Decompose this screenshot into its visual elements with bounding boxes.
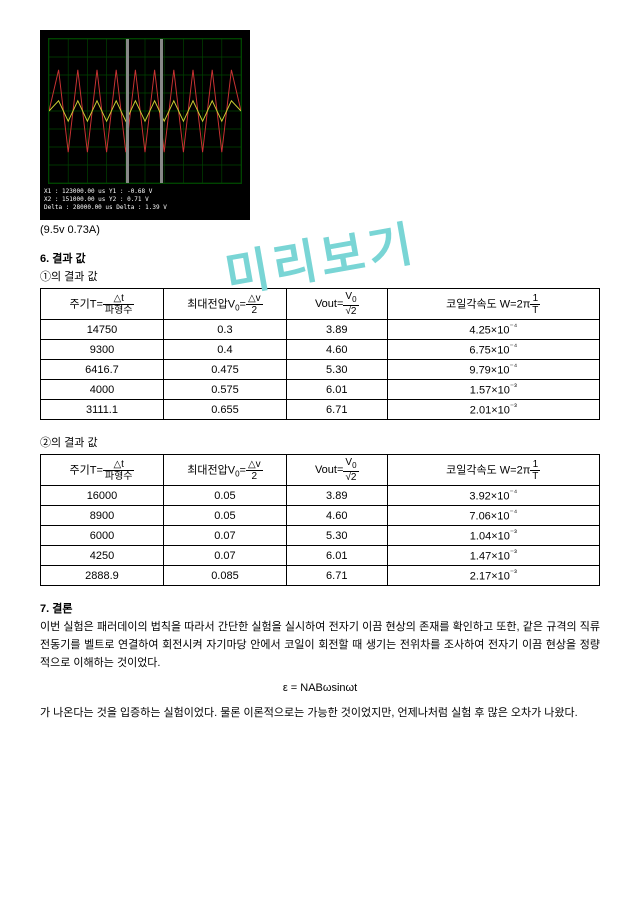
table-cell: 8900 [41, 506, 164, 526]
table-row: 40000.5756.011.57×10⁻³ [41, 380, 600, 400]
oscilloscope-screenshot: X1 : 123000.00 us Y1 : -0.68 V X2 : 1510… [40, 30, 250, 220]
table-cell: 0.3 [163, 320, 286, 340]
results-table-2: 주기T=△t파형수 최대전압V0=△v2 Vout=V0√2 코일각속도 W=2… [40, 454, 600, 586]
table-cell: 1.04×10⁻³ [387, 526, 599, 546]
th-period: 주기T=△t파형수 [41, 289, 164, 320]
table-cell: 16000 [41, 486, 164, 506]
table-cell: 0.655 [163, 400, 286, 420]
table-cell: 6.01 [286, 546, 387, 566]
table-row: 60000.075.301.04×10⁻³ [41, 526, 600, 546]
results-table-1: 주기T=△t파형수 최대전압V0=△v2 Vout=V0√2 코일각속도 W=2… [40, 288, 600, 420]
table-cell: 6.75×10⁻⁴ [387, 340, 599, 360]
cursor-2 [160, 39, 163, 183]
table-cell: 0.07 [163, 546, 286, 566]
table-cell: 9300 [41, 340, 164, 360]
conclusion-equation: ε = NABωsinωt [40, 682, 600, 694]
table-cell: 14750 [41, 320, 164, 340]
th-vout: Vout=V0√2 [286, 455, 387, 486]
cursor-1 [126, 39, 129, 183]
table-row: 93000.44.606.75×10⁻⁴ [41, 340, 600, 360]
section7-title: 7. 결론 [40, 600, 600, 616]
table-cell: 4250 [41, 546, 164, 566]
table-cell: 2.01×10⁻³ [387, 400, 599, 420]
section6-sub1: ①의 결과 값 [40, 268, 600, 284]
table-cell: 6.01 [286, 380, 387, 400]
table-row: 160000.053.893.92×10⁻⁴ [41, 486, 600, 506]
th-maxvolt: 최대전압V0=△v2 [163, 455, 286, 486]
table-cell: 1.57×10⁻³ [387, 380, 599, 400]
table-cell: 4000 [41, 380, 164, 400]
table-cell: 6.71 [286, 400, 387, 420]
table-cell: 0.05 [163, 486, 286, 506]
th-omega: 코일각속도 W=2π1T [387, 455, 599, 486]
th-vout: Vout=V0√2 [286, 289, 387, 320]
table-cell: 9.79×10⁻⁴ [387, 360, 599, 380]
oscilloscope-caption: (9.5v 0.73A) [40, 224, 600, 236]
scope-svg [49, 39, 241, 183]
table-cell: 1.47×10⁻³ [387, 546, 599, 566]
table-cell: 3111.1 [41, 400, 164, 420]
table-cell: 4.60 [286, 506, 387, 526]
table-cell: 0.085 [163, 566, 286, 586]
table-header-row: 주기T=△t파형수 최대전압V0=△v2 Vout=V0√2 코일각속도 W=2… [41, 455, 600, 486]
table-cell: 3.89 [286, 320, 387, 340]
conclusion-p1: 이번 실험은 패러데이의 법칙을 따라서 간단한 실험을 실시하여 전자기 이끔… [40, 618, 600, 672]
section6-title: 6. 결과 값 [40, 250, 600, 266]
table-cell: 0.07 [163, 526, 286, 546]
table-row: 2888.90.0856.712.17×10⁻³ [41, 566, 600, 586]
table-cell: 4.25×10⁻⁴ [387, 320, 599, 340]
table-cell: 6.71 [286, 566, 387, 586]
table-row: 6416.70.4755.309.79×10⁻⁴ [41, 360, 600, 380]
table-row: 3111.10.6556.712.01×10⁻³ [41, 400, 600, 420]
table-row: 42500.076.011.47×10⁻³ [41, 546, 600, 566]
table-cell: 2.17×10⁻³ [387, 566, 599, 586]
table-cell: 7.06×10⁻⁴ [387, 506, 599, 526]
table-row: 89000.054.607.06×10⁻⁴ [41, 506, 600, 526]
table-cell: 0.05 [163, 506, 286, 526]
table-cell: 3.92×10⁻⁴ [387, 486, 599, 506]
table-cell: 0.475 [163, 360, 286, 380]
table-cell: 6416.7 [41, 360, 164, 380]
table-header-row: 주기T=△t파형수 최대전압V0=△v2 Vout=V0√2 코일각속도 W=2… [41, 289, 600, 320]
table-row: 147500.33.894.25×10⁻⁴ [41, 320, 600, 340]
scope-grid [48, 38, 242, 184]
table-cell: 2888.9 [41, 566, 164, 586]
table-cell: 3.89 [286, 486, 387, 506]
table-cell: 0.4 [163, 340, 286, 360]
table-cell: 5.30 [286, 360, 387, 380]
table-cell: 4.60 [286, 340, 387, 360]
th-maxvolt: 최대전압V0=△v2 [163, 289, 286, 320]
scope-readout: X1 : 123000.00 us Y1 : -0.68 V X2 : 1510… [40, 186, 250, 220]
conclusion-p2: 가 나온다는 것을 입증하는 실험이었다. 물론 이론적으로는 가능한 것이었지… [40, 704, 600, 722]
table-cell: 5.30 [286, 526, 387, 546]
table-cell: 6000 [41, 526, 164, 546]
section6-sub2: ②의 결과 값 [40, 434, 600, 450]
th-period: 주기T=△t파형수 [41, 455, 164, 486]
table-cell: 0.575 [163, 380, 286, 400]
th-omega: 코일각속도 W=2π1T [387, 289, 599, 320]
